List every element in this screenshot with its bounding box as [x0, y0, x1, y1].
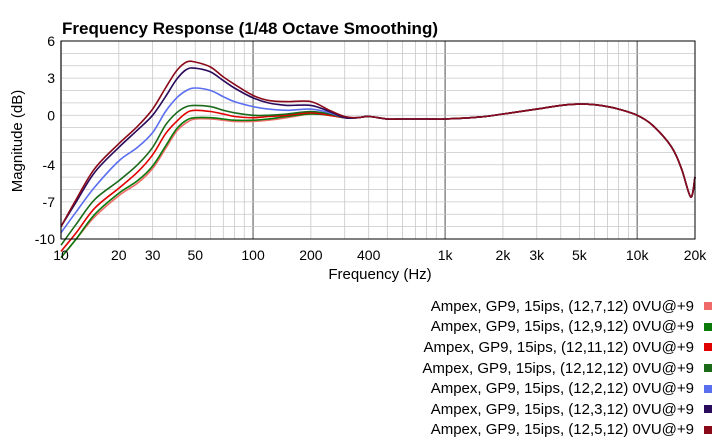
x-tick-label: 5k	[572, 247, 588, 263]
legend: Ampex, GP9, 15ips, (12,7,12) 0VU@+9 Ampex…	[422, 296, 712, 440]
x-tick-label: 50	[187, 247, 203, 263]
legend-swatch	[704, 343, 712, 352]
plot-lines	[60, 60, 696, 259]
x-tick-label: 20	[111, 247, 127, 263]
y-tick-label: 0	[47, 107, 55, 123]
x-tick-label: 200	[299, 247, 323, 263]
legend-label: Ampex, GP9, 15ips, (12,2,12) 0VU@+9	[430, 380, 694, 398]
plot-frame	[60, 40, 696, 240]
legend-swatch	[704, 364, 712, 373]
series-line-7	[60, 60, 696, 227]
x-tick-label: 10k	[626, 247, 650, 263]
y-tick-label: 6	[47, 33, 55, 49]
frequency-response-chart: Frequency Response (1/48 Octave Smoothin…	[9, 19, 708, 283]
x-tick-label: 2k	[496, 247, 512, 263]
x-tick-label: 1k	[438, 247, 454, 263]
x-tick-label: 100	[241, 247, 265, 263]
legend-label: Ampex, GP9, 15ips, (12,9,12) 0VU@+9	[430, 318, 694, 336]
legend-swatch	[704, 302, 712, 311]
y-tick-label: -10	[35, 231, 55, 247]
series-line-4	[60, 103, 696, 246]
legend-item: Ampex, GP9, 15ips, (12,3,12) 0VU@+9	[422, 399, 712, 420]
legend-item: Ampex, GP9, 15ips, (12,12,12) 0VU@+9	[422, 358, 712, 379]
legend-item: Ampex, GP9, 15ips, (12,2,12) 0VU@+9	[422, 378, 712, 399]
legend-item: Ampex, GP9, 15ips, (12,7,12) 0VU@+9	[422, 296, 712, 317]
legend-label: Ampex, GP9, 15ips, (12,7,12) 0VU@+9	[430, 297, 694, 315]
x-axis-label: Frequency (Hz)	[328, 266, 431, 283]
y-axis-label: Magnitude (dB)	[9, 90, 26, 193]
legend-swatch	[704, 405, 712, 414]
legend-label: Ampex, GP9, 15ips, (12,5,12) 0VU@+9	[430, 421, 694, 439]
legend-swatch	[704, 322, 712, 331]
legend-swatch	[704, 425, 712, 434]
x-tick-label: 30	[145, 247, 161, 263]
y-tick-label: -7	[43, 194, 56, 210]
legend-label: Ampex, GP9, 15ips, (12,12,12) 0VU@+9	[422, 359, 694, 377]
chart-title: Frequency Response (1/48 Octave Smoothin…	[62, 19, 438, 38]
y-tick-label: -4	[43, 157, 56, 173]
series-line-6	[60, 67, 696, 228]
x-tick-label: 400	[357, 247, 381, 263]
legend-item: Ampex, GP9, 15ips, (12,5,12) 0VU@+9	[422, 420, 712, 441]
legend-label: Ampex, GP9, 15ips, (12,11,12) 0VU@+9	[423, 338, 694, 356]
legend-item: Ampex, GP9, 15ips, (12,11,12) 0VU@+9	[422, 337, 712, 358]
x-tick-label: 20k	[684, 247, 708, 263]
legend-swatch	[704, 384, 712, 393]
x-tick-label: 3k	[529, 247, 545, 263]
y-tick-label: 3	[47, 70, 55, 86]
axis-ticks: 10 20 30 50 100 200 400 1k 2k 3k 5k 10k 20k630-4-7-1…	[35, 33, 708, 263]
plot-grid	[60, 41, 696, 239]
legend-label: Ampex, GP9, 15ips, (12,3,12) 0VU@+9	[430, 400, 694, 418]
x-tick-label: 10	[53, 247, 69, 263]
legend-item: Ampex, GP9, 15ips, (12,9,12) 0VU@+9	[422, 317, 712, 338]
